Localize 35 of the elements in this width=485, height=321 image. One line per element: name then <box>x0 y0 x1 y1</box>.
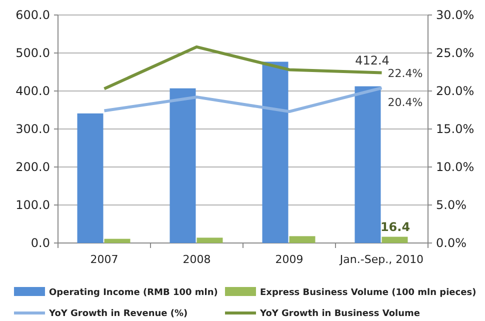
bar <box>382 236 408 243</box>
y-tick-label: 500.0 <box>16 46 50 60</box>
y-tick-label: 0.0 <box>30 236 50 250</box>
y-tick-label: 600.0 <box>16 8 50 22</box>
y-tick-label: 300.0 <box>16 122 50 136</box>
y-tick-label: 100.0 <box>16 198 50 212</box>
x-tick-label: 2009 <box>275 253 304 266</box>
y-tick-label: 400.0 <box>16 84 50 98</box>
bar <box>77 113 104 243</box>
y2-tick-label: 20.0% <box>436 84 474 98</box>
legend-label: Operating Income (RMB 100 mln) <box>49 288 218 298</box>
y2-tick-label: 10.0% <box>436 160 474 174</box>
bar <box>104 238 130 243</box>
legend-label: YoY Growth in Revenue (%) <box>48 309 188 320</box>
data-label: 22.4% <box>388 66 423 80</box>
bar <box>196 238 223 243</box>
legend-label: YoY Growth in Business Volume <box>259 309 420 320</box>
bar <box>262 62 288 243</box>
data-label: 412.4 <box>355 53 390 68</box>
y-tick-label: 200.0 <box>16 160 50 174</box>
data-label: 20.4% <box>388 96 423 109</box>
bar <box>170 88 196 243</box>
y2-tick-label: 25.0% <box>436 46 474 60</box>
x-tick-label: 2007 <box>90 253 118 266</box>
y2-tick-label: 0.0% <box>436 236 466 250</box>
x-tick-label: Jan.-Sep., 2010 <box>338 253 424 266</box>
bar <box>289 236 316 243</box>
line-series <box>102 86 384 114</box>
x-tick-label: 2008 <box>182 253 211 266</box>
data-label: 16.4 <box>380 220 410 234</box>
bar <box>354 86 381 243</box>
y2-tick-label: 15.0% <box>436 122 474 136</box>
y2-tick-label: 5.0% <box>436 198 466 212</box>
y2-tick-label: 30.0% <box>436 8 474 22</box>
legend-label: Express Business Volume (100 mln pieces) <box>260 288 476 298</box>
